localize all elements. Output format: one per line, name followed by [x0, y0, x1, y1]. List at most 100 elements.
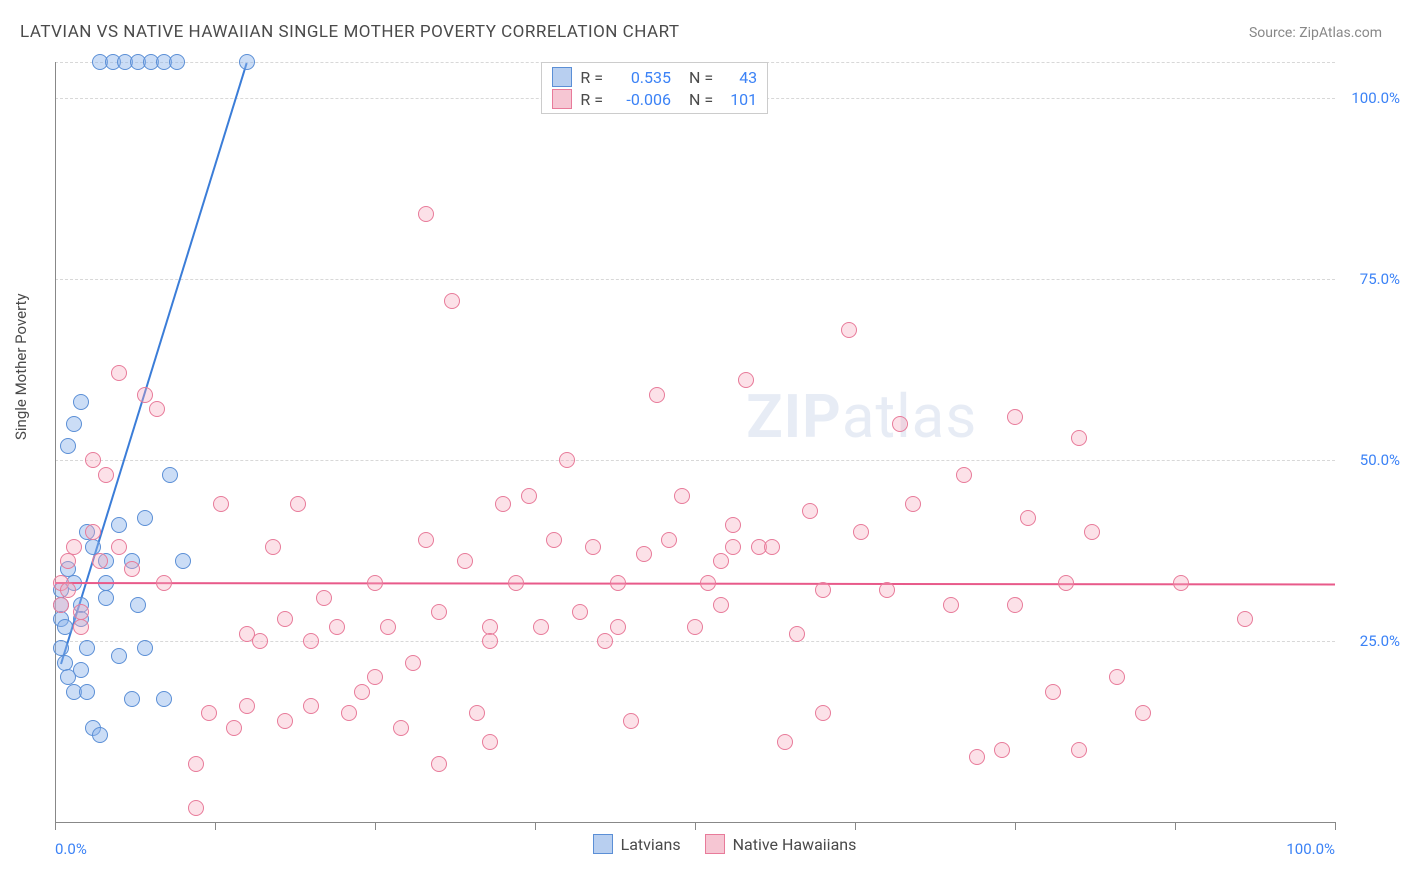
data-point: [354, 684, 370, 700]
data-point: [738, 372, 754, 388]
x-tick: [1335, 822, 1336, 830]
plot-area: ZIPatlas 0.0%100.0%25.0%50.0%75.0%100.0%…: [55, 62, 1335, 822]
data-point: [994, 742, 1010, 758]
data-point: [853, 524, 869, 540]
data-point: [79, 640, 95, 656]
n-label: N =: [689, 68, 713, 87]
data-point: [546, 532, 562, 548]
data-point: [623, 713, 639, 729]
data-point: [111, 517, 127, 533]
data-point: [98, 467, 114, 483]
data-point: [149, 401, 165, 417]
data-point: [700, 575, 716, 591]
data-point: [969, 749, 985, 765]
data-point: [431, 604, 447, 620]
data-point: [521, 488, 537, 504]
n-label: N =: [689, 90, 713, 109]
data-point: [713, 597, 729, 613]
data-point: [73, 662, 89, 678]
data-point: [1135, 705, 1151, 721]
data-point: [175, 553, 191, 569]
data-point: [156, 575, 172, 591]
data-point: [725, 539, 741, 555]
data-point: [1007, 409, 1023, 425]
data-point: [597, 633, 613, 649]
data-point: [508, 575, 524, 591]
gridline-h: [55, 460, 1335, 461]
data-point: [610, 575, 626, 591]
r-value: -0.006: [611, 90, 671, 109]
y-tick-label: 75.0%: [1360, 270, 1400, 288]
data-point: [201, 705, 217, 721]
data-point: [92, 553, 108, 569]
data-point: [713, 553, 729, 569]
data-point: [815, 705, 831, 721]
data-point: [879, 582, 895, 598]
series-legend: LatviansNative Hawaiians: [593, 834, 857, 854]
data-point: [111, 539, 127, 555]
data-point: [53, 597, 69, 613]
data-point: [418, 532, 434, 548]
x-tick: [215, 822, 216, 830]
data-point: [649, 387, 665, 403]
data-point: [956, 467, 972, 483]
data-point: [431, 756, 447, 772]
trend-line-native-hawaiians: [55, 582, 1335, 585]
data-point: [137, 510, 153, 526]
data-point: [277, 713, 293, 729]
legend-label: Native Hawaiians: [733, 835, 857, 854]
data-point: [1109, 669, 1125, 685]
data-point: [405, 655, 421, 671]
y-tick-label: 100.0%: [1351, 89, 1400, 107]
data-point: [66, 416, 82, 432]
correlation-legend: R =0.535N =43R =-0.006N =101: [541, 62, 768, 114]
data-point: [802, 503, 818, 519]
x-tick: [1015, 822, 1016, 830]
source-attribution: Source: ZipAtlas.com: [1249, 25, 1382, 41]
data-point: [265, 539, 281, 555]
data-point: [1058, 575, 1074, 591]
data-point: [1071, 742, 1087, 758]
data-point: [841, 322, 857, 338]
data-point: [226, 720, 242, 736]
data-point: [329, 619, 345, 635]
x-tick-label: 0.0%: [55, 840, 87, 858]
data-point: [1084, 524, 1100, 540]
data-point: [815, 582, 831, 598]
data-point: [777, 734, 793, 750]
data-point: [380, 619, 396, 635]
data-point: [636, 546, 652, 562]
data-point: [85, 452, 101, 468]
data-point: [130, 597, 146, 613]
data-point: [418, 206, 434, 222]
data-point: [57, 619, 73, 635]
data-point: [239, 698, 255, 714]
watermark: ZIPatlas: [746, 381, 977, 452]
data-point: [277, 611, 293, 627]
data-point: [57, 655, 73, 671]
data-point: [905, 496, 921, 512]
data-point: [303, 633, 319, 649]
legend-swatch: [552, 67, 572, 87]
data-point: [53, 640, 69, 656]
legend-row: R =-0.006N =101: [552, 89, 757, 109]
chart-title: LATVIAN VS NATIVE HAWAIIAN SINGLE MOTHER…: [20, 22, 680, 42]
data-point: [79, 684, 95, 700]
watermark-bold: ZIP: [746, 381, 842, 452]
data-point: [124, 561, 140, 577]
data-point: [92, 727, 108, 743]
data-point: [482, 734, 498, 750]
data-point: [252, 633, 268, 649]
x-tick: [695, 822, 696, 830]
data-point: [943, 597, 959, 613]
data-point: [1020, 510, 1036, 526]
data-point: [559, 452, 575, 468]
data-point: [156, 691, 172, 707]
data-point: [725, 517, 741, 533]
data-point: [188, 756, 204, 772]
data-point: [367, 575, 383, 591]
data-point: [124, 691, 140, 707]
data-point: [393, 720, 409, 736]
data-point: [533, 619, 549, 635]
data-point: [610, 619, 626, 635]
